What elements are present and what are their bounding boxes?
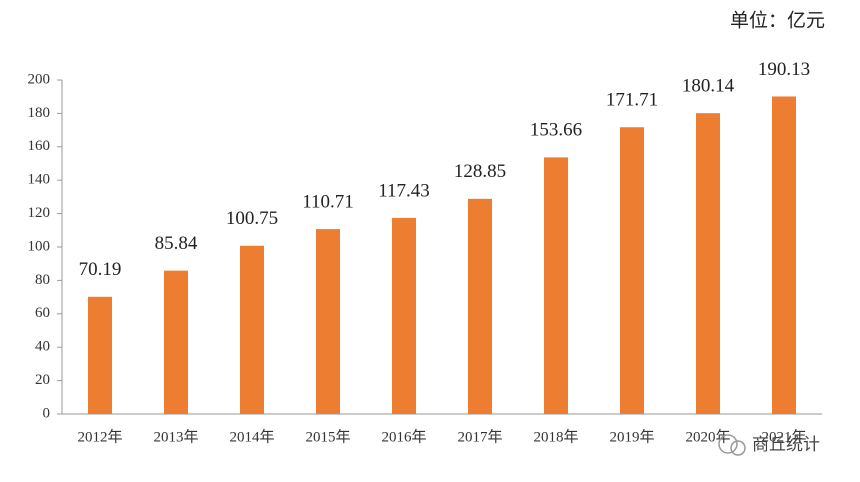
x-tick-label: 2018年 <box>533 428 578 445</box>
y-tick-label: 80 <box>35 272 50 288</box>
bar <box>468 198 492 414</box>
bar <box>696 113 720 414</box>
y-tick-label: 0 <box>43 405 51 421</box>
y-tick-label: 40 <box>35 339 50 355</box>
bar <box>620 127 644 415</box>
x-tick-label: 2016年 <box>381 428 426 445</box>
bar <box>544 157 568 414</box>
y-tick-label: 160 <box>28 138 51 154</box>
x-tick-label: 2015年 <box>305 428 350 445</box>
data-label: 171.71 <box>606 90 658 111</box>
bar <box>88 296 112 414</box>
bar <box>392 217 416 414</box>
data-label: 180.14 <box>682 76 735 97</box>
y-tick-label: 200 <box>28 71 51 87</box>
data-label: 128.85 <box>454 161 506 182</box>
x-tick-label: 2021年 <box>761 428 806 445</box>
data-label: 190.13 <box>758 59 810 80</box>
y-tick-label: 100 <box>28 238 51 254</box>
data-label: 117.43 <box>378 180 430 201</box>
bar <box>240 245 264 414</box>
bar <box>164 270 188 414</box>
unit-label: 单位：亿元 <box>730 9 825 31</box>
data-label: 100.75 <box>226 208 278 229</box>
watermark-icon <box>718 434 746 456</box>
y-tick-label: 20 <box>35 372 50 388</box>
x-tick-label: 2012年 <box>77 428 122 445</box>
x-tick-label: 2017年 <box>457 428 502 445</box>
y-tick-label: 120 <box>28 205 51 221</box>
x-tick-label: 2019年 <box>609 428 654 445</box>
bar <box>772 96 796 414</box>
watermark: 商丘统计 <box>752 435 820 455</box>
data-label: 110.71 <box>302 191 354 212</box>
y-tick-label: 180 <box>28 105 51 121</box>
y-tick-label: 60 <box>35 305 50 321</box>
y-tick-label: 140 <box>28 172 51 188</box>
data-label: 153.66 <box>530 120 582 141</box>
bar <box>316 229 340 414</box>
x-tick-label: 2013年 <box>153 428 198 445</box>
data-label: 85.84 <box>155 233 198 254</box>
x-tick-label: 2020年 <box>685 428 730 445</box>
data-label: 70.19 <box>79 259 122 280</box>
x-tick-label: 2014年 <box>229 428 274 445</box>
